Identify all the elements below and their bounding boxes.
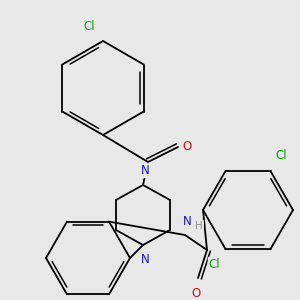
Text: O: O xyxy=(191,287,201,300)
Text: O: O xyxy=(182,140,192,154)
Text: N: N xyxy=(141,253,149,266)
Text: N: N xyxy=(141,164,149,177)
Text: H: H xyxy=(195,221,203,231)
Text: N: N xyxy=(183,215,191,228)
Text: Cl: Cl xyxy=(209,258,220,271)
Text: Cl: Cl xyxy=(83,20,95,33)
Text: Cl: Cl xyxy=(275,149,287,162)
